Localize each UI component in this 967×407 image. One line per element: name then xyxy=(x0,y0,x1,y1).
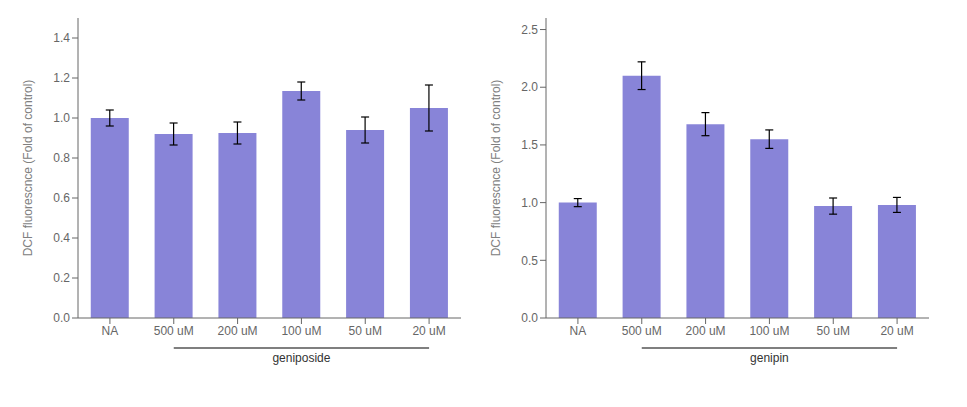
svg-text:50 uM: 50 uM xyxy=(349,324,382,338)
svg-text:DCF fluorescnce (Fold of contr: DCF fluorescnce (Fold of control) xyxy=(21,80,35,257)
svg-text:2.0: 2.0 xyxy=(521,80,538,94)
svg-text:1.2: 1.2 xyxy=(53,71,70,85)
svg-text:1.5: 1.5 xyxy=(521,138,538,152)
svg-text:0.0: 0.0 xyxy=(521,311,538,325)
svg-text:1.0: 1.0 xyxy=(521,196,538,210)
svg-text:0.5: 0.5 xyxy=(521,254,538,268)
svg-text:geniposide: geniposide xyxy=(272,351,330,365)
svg-text:0.6: 0.6 xyxy=(53,191,70,205)
svg-text:20 uM: 20 uM xyxy=(880,324,913,338)
svg-text:50 uM: 50 uM xyxy=(817,324,850,338)
svg-text:1.4: 1.4 xyxy=(53,31,70,45)
svg-text:0.2: 0.2 xyxy=(53,271,70,285)
svg-text:DCF fluorescnce (Fold of contr: DCF fluorescnce (Fold of control) xyxy=(489,80,503,257)
svg-text:500 uM: 500 uM xyxy=(154,324,194,338)
svg-text:2.5: 2.5 xyxy=(521,23,538,37)
svg-text:NA: NA xyxy=(570,324,587,338)
svg-text:20 uM: 20 uM xyxy=(412,324,445,338)
svg-text:200 uM: 200 uM xyxy=(218,324,258,338)
svg-text:100 uM: 100 uM xyxy=(749,324,789,338)
svg-text:0.4: 0.4 xyxy=(53,231,70,245)
svg-text:0.8: 0.8 xyxy=(53,151,70,165)
svg-text:1.0: 1.0 xyxy=(53,111,70,125)
svg-text:0.0: 0.0 xyxy=(53,311,70,325)
svg-text:500 uM: 500 uM xyxy=(622,324,662,338)
svg-text:100 uM: 100 uM xyxy=(281,324,321,338)
svg-text:genipin: genipin xyxy=(750,351,789,365)
svg-text:200 uM: 200 uM xyxy=(686,324,726,338)
svg-text:NA: NA xyxy=(102,324,119,338)
